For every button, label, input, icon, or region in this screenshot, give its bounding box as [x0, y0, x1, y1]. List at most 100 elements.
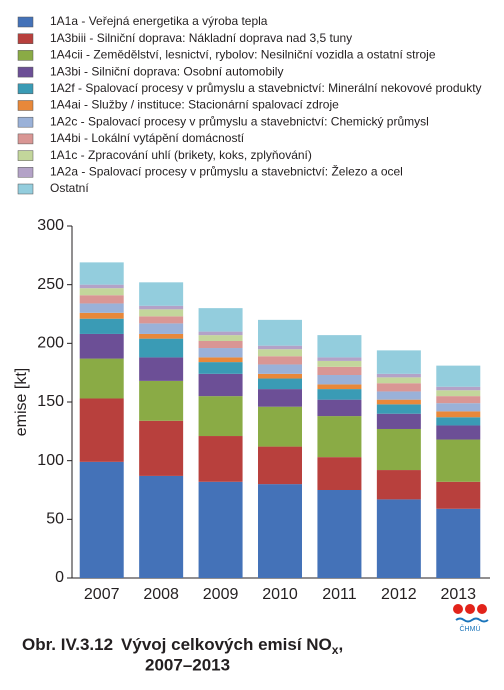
- bar-segment: [198, 335, 243, 341]
- bar-segment: [139, 475, 184, 578]
- bar-segment: [376, 399, 421, 405]
- y-tick-label: 150: [37, 393, 64, 410]
- bar-segment: [198, 357, 243, 363]
- bar-segment: [258, 319, 302, 346]
- y-tick-label: 100: [37, 452, 64, 469]
- bar-segment: [139, 420, 184, 476]
- x-tick-label: 2009: [203, 586, 239, 603]
- bar-segment: [198, 373, 243, 397]
- bar-segment: [139, 282, 184, 306]
- bar-segment: [258, 349, 302, 357]
- legend-label: 1A1a - Veřejná energetika a výroba tepla: [50, 14, 268, 28]
- bar-segment: [436, 439, 481, 482]
- bar-segment: [198, 348, 243, 358]
- legend-swatch: [17, 66, 34, 78]
- legend-label: 1A1c - Zpracování uhlí (brikety, koks, z…: [50, 148, 312, 162]
- bar-segment: [198, 362, 243, 374]
- bar-segment: [317, 389, 362, 400]
- bar-segment: [139, 305, 184, 310]
- bar-segment: [198, 340, 243, 349]
- bar-segment: [258, 389, 302, 407]
- legend-swatch: [17, 33, 34, 44]
- bar-segment: [198, 481, 243, 578]
- bar-segment: [139, 380, 184, 421]
- logo-text: ČHMÚ: [460, 624, 481, 633]
- logo-dot: [477, 604, 487, 614]
- bar-segment: [376, 413, 421, 429]
- bar-segment: [79, 333, 124, 359]
- bar-segment: [436, 365, 481, 387]
- legend-swatch: [17, 183, 34, 195]
- legend-label: 1A3bi - Silniční doprava: Osobní automob…: [50, 64, 283, 78]
- bar-segment: [317, 335, 362, 358]
- x-tick-label: 2010: [262, 586, 298, 603]
- legend-swatch: [17, 150, 34, 161]
- legend-swatch: [17, 83, 34, 95]
- y-tick-label: 300: [37, 217, 64, 234]
- bar-segment: [258, 345, 302, 350]
- x-tick-label: 2012: [381, 586, 417, 603]
- logo: ČHMÚ: [453, 604, 489, 633]
- caption: Obr. IV.3.12 Vývoj celkových emisí NOx,: [22, 635, 343, 657]
- bar-segment: [198, 331, 243, 336]
- y-tick-label: 250: [37, 276, 64, 293]
- bar-segment: [258, 484, 302, 578]
- bar-segment: [376, 383, 421, 392]
- bar-segment: [317, 366, 362, 376]
- bar-segment: [79, 288, 124, 296]
- bar-segment: [258, 356, 302, 365]
- legend-label: 1A4cii - Zemědělství, lesnictví, rybolov…: [50, 48, 436, 62]
- legend-swatch: [17, 100, 34, 111]
- bar-segment: [258, 406, 302, 447]
- bar-segment: [258, 364, 302, 374]
- y-tick-label: 200: [37, 335, 64, 352]
- x-tick-label: 2007: [84, 586, 120, 603]
- legend-label: 1A2c - Spalovací procesy v průmyslu a st…: [50, 114, 429, 128]
- logo-dot: [465, 604, 475, 614]
- x-tick-label: 2008: [143, 586, 179, 603]
- bar-segment: [139, 316, 184, 324]
- bar-segment: [258, 446, 302, 485]
- chart-title: Vývoj celkových emisí NO: [121, 635, 332, 654]
- legend-swatch: [17, 50, 34, 61]
- bar-segment: [376, 391, 421, 400]
- bar-segment: [79, 284, 124, 289]
- logo-dot: [453, 604, 463, 614]
- bar-segment: [436, 411, 481, 418]
- bar-segment: [317, 357, 362, 361]
- bar-segment: [376, 499, 421, 578]
- legend-swatch: [17, 133, 34, 145]
- bar-segment: [79, 295, 124, 304]
- bar-segment: [436, 481, 481, 509]
- bar-segment: [139, 323, 184, 334]
- bar-segment: [317, 384, 362, 390]
- bar-segment: [198, 436, 243, 482]
- legend-swatch: [17, 167, 34, 178]
- y-tick-label: 0: [55, 569, 64, 586]
- legend-swatch: [17, 116, 34, 128]
- bar-segment: [436, 403, 481, 412]
- title-suffix: ,: [338, 635, 343, 654]
- bar-segment: [436, 425, 481, 440]
- bar-segment: [317, 360, 362, 367]
- bar-segment: [79, 461, 124, 578]
- bar-segment: [139, 338, 184, 358]
- bar-segment: [376, 428, 421, 471]
- legend-label: Ostatní: [50, 181, 89, 195]
- bar-segment: [317, 416, 362, 458]
- bar-segment: [376, 470, 421, 500]
- bar-segment: [317, 490, 362, 578]
- y-tick-label: 50: [46, 511, 64, 528]
- bar-segment: [317, 375, 362, 385]
- bar-segment: [376, 373, 421, 378]
- bar-segment: [436, 396, 481, 404]
- figure-number: Obr. IV.3.12: [22, 635, 113, 654]
- bar-segment: [79, 318, 124, 334]
- bar-segment: [376, 404, 421, 414]
- bar-segment: [317, 457, 362, 490]
- legend-label: 1A3biii - Silniční doprava: Nákladní dop…: [50, 31, 352, 45]
- bar-segment: [139, 333, 184, 339]
- legend-label: 1A4ai - Služby / instituce: Stacionární …: [50, 98, 339, 112]
- bar-segment: [79, 398, 124, 462]
